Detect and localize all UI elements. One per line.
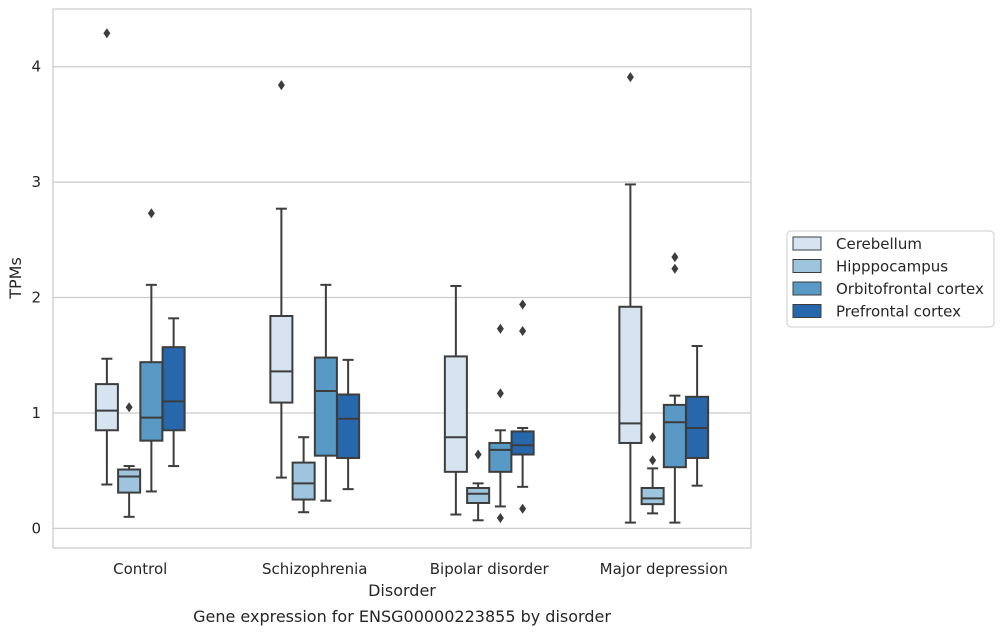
box-1-1: [291, 436, 316, 514]
outlier-point: [626, 72, 634, 83]
legend-label: Hipppocampus: [836, 258, 948, 276]
box-iqr: [510, 430, 535, 456]
outlier-point: [496, 323, 504, 334]
outlier-point: [519, 299, 527, 310]
y-tick-label: 4: [31, 58, 41, 76]
box-3-1: [640, 432, 665, 515]
x-tick-label: Control: [113, 560, 167, 578]
legend-frame: [786, 230, 995, 328]
chart-caption: Gene expression for ENSG00000223855 by d…: [193, 607, 611, 626]
box-3-2: [662, 252, 687, 524]
y-tick-label: 3: [31, 173, 41, 191]
y-tick-label: 2: [31, 289, 41, 307]
outlier-point: [519, 326, 527, 337]
outlier-point: [519, 503, 527, 514]
box-iqr: [269, 315, 294, 404]
box-iqr: [336, 393, 361, 459]
box-0-3: [161, 317, 186, 468]
box-iqr: [117, 468, 142, 494]
box-1-3: [336, 358, 361, 491]
box-2-1: [466, 449, 491, 522]
outlier-point: [496, 512, 504, 523]
box-iqr: [466, 486, 491, 504]
x-axis-ticks: Control Schizophrenia Bipolar disorder Majo…: [113, 560, 728, 578]
y-axis-ticks: 0 1 2 3 4: [31, 58, 41, 538]
x-tick-label: Major depression: [600, 560, 728, 578]
legend-label: Orbitofrontal cortex: [836, 280, 984, 298]
box-2-0: [443, 285, 468, 516]
legend-swatch: [792, 259, 822, 273]
box-1-0: [269, 80, 294, 479]
x-tick-label: Bipolar disorder: [430, 560, 550, 578]
box-iqr: [640, 486, 665, 506]
box-2-2: [488, 323, 513, 523]
legend-label: Cerebellum: [836, 235, 922, 253]
x-axis-title: Disorder: [368, 581, 436, 600]
box-0-0: [94, 28, 119, 486]
box-0-2: [139, 208, 164, 493]
box-iqr: [139, 361, 164, 442]
legend-swatch: [792, 304, 822, 318]
legend-label: Prefrontal cortex: [836, 303, 961, 321]
box-3-3: [685, 345, 710, 487]
box-iqr: [618, 305, 643, 444]
y-tick-label: 1: [31, 404, 41, 422]
boxes: [94, 28, 710, 524]
box-3-0: [618, 72, 643, 524]
legend-swatch: [792, 236, 822, 251]
outlier-point: [125, 402, 133, 413]
legend: Cerebellum Hipppocampus Orbitofrontal cort…: [786, 230, 995, 328]
outlier-point: [496, 388, 504, 399]
outlier-point: [474, 449, 482, 460]
y-tick-label: 0: [31, 519, 41, 537]
box-1-2: [313, 283, 338, 502]
y-axis-title: TPMs: [6, 257, 25, 300]
box-iqr: [313, 356, 338, 457]
outlier-point: [147, 208, 155, 219]
box-iqr: [94, 383, 119, 432]
legend-swatch: [792, 281, 822, 296]
box-iqr: [662, 403, 687, 469]
outlier-point: [103, 28, 111, 39]
box-iqr: [443, 355, 468, 473]
outlier-point: [649, 432, 657, 443]
box-0-1: [117, 402, 142, 518]
outlier-point: [671, 252, 679, 263]
box-iqr: [488, 441, 513, 473]
x-tick-label: Schizophrenia: [262, 560, 367, 578]
outlier-point: [649, 455, 657, 466]
box-iqr: [291, 461, 316, 501]
plot-frame: [52, 8, 752, 549]
box-2-3: [510, 299, 535, 514]
outlier-point: [671, 263, 679, 274]
outlier-point: [277, 80, 285, 91]
box-iqr: [161, 346, 186, 432]
